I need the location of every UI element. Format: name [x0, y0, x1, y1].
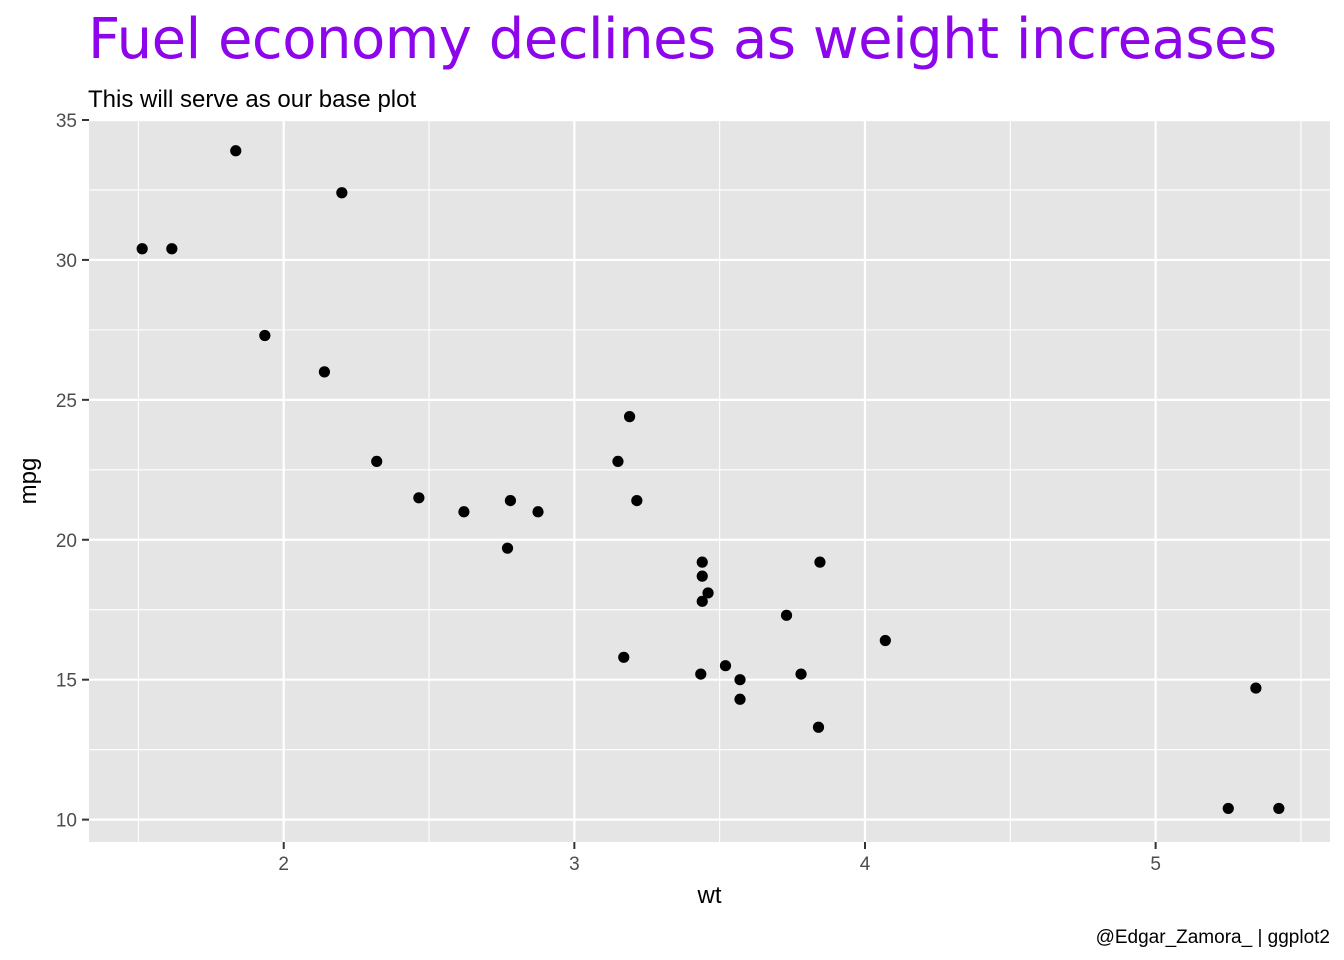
data-point [734, 693, 746, 705]
x-tick-label: 3 [569, 854, 580, 875]
x-tick-label: 2 [278, 854, 289, 875]
data-point [166, 243, 178, 255]
data-points [136, 145, 1285, 815]
major-gridlines [89, 118, 1330, 842]
x-axis-title: wt [697, 882, 722, 909]
data-point [696, 570, 708, 582]
data-point [812, 721, 825, 733]
y-tick-label: 30 [56, 251, 77, 272]
data-point [695, 668, 707, 680]
x-tick-label: 4 [860, 854, 871, 875]
x-tick-label: 5 [1150, 854, 1161, 875]
data-point [780, 609, 793, 621]
data-point [612, 455, 624, 468]
data-point [696, 595, 708, 607]
x-axis: 2 3 4 5 [278, 842, 1161, 875]
chart-subtitle: This will serve as our base plot [88, 86, 417, 113]
y-tick-label: 15 [56, 671, 77, 692]
data-point [136, 243, 148, 255]
data-point [631, 494, 643, 507]
y-axis: 10 15 20 25 30 35 [56, 111, 89, 832]
y-tick-label: 35 [56, 111, 77, 132]
data-point [879, 634, 891, 647]
data-point [814, 556, 826, 568]
data-point [734, 674, 746, 686]
chart-title: Fuel economy declines as weight increase… [88, 7, 1277, 72]
data-point [795, 668, 807, 680]
chart-caption: @Edgar_Zamora_ | ggplot2 [1096, 927, 1330, 948]
data-point [696, 556, 708, 568]
minor-gridlines [89, 120, 1330, 842]
data-point [1250, 682, 1262, 694]
y-tick-label: 20 [56, 531, 77, 552]
y-axis-title: mpg [15, 458, 42, 505]
data-point [230, 145, 242, 157]
data-point [458, 506, 470, 518]
data-point [719, 660, 732, 672]
data-point [318, 366, 331, 378]
y-tick-label: 25 [56, 391, 77, 412]
data-point [702, 587, 714, 599]
data-point [336, 187, 348, 199]
data-point [1222, 802, 1234, 815]
data-point [371, 455, 383, 468]
plot-panel [89, 120, 1330, 842]
data-point [259, 329, 271, 342]
data-point [413, 492, 425, 504]
data-point [504, 494, 517, 507]
y-tick-label: 10 [56, 811, 77, 832]
data-point [501, 542, 514, 554]
data-point [532, 506, 544, 518]
data-point [618, 651, 630, 663]
data-point [1273, 802, 1285, 815]
data-point [623, 411, 636, 423]
